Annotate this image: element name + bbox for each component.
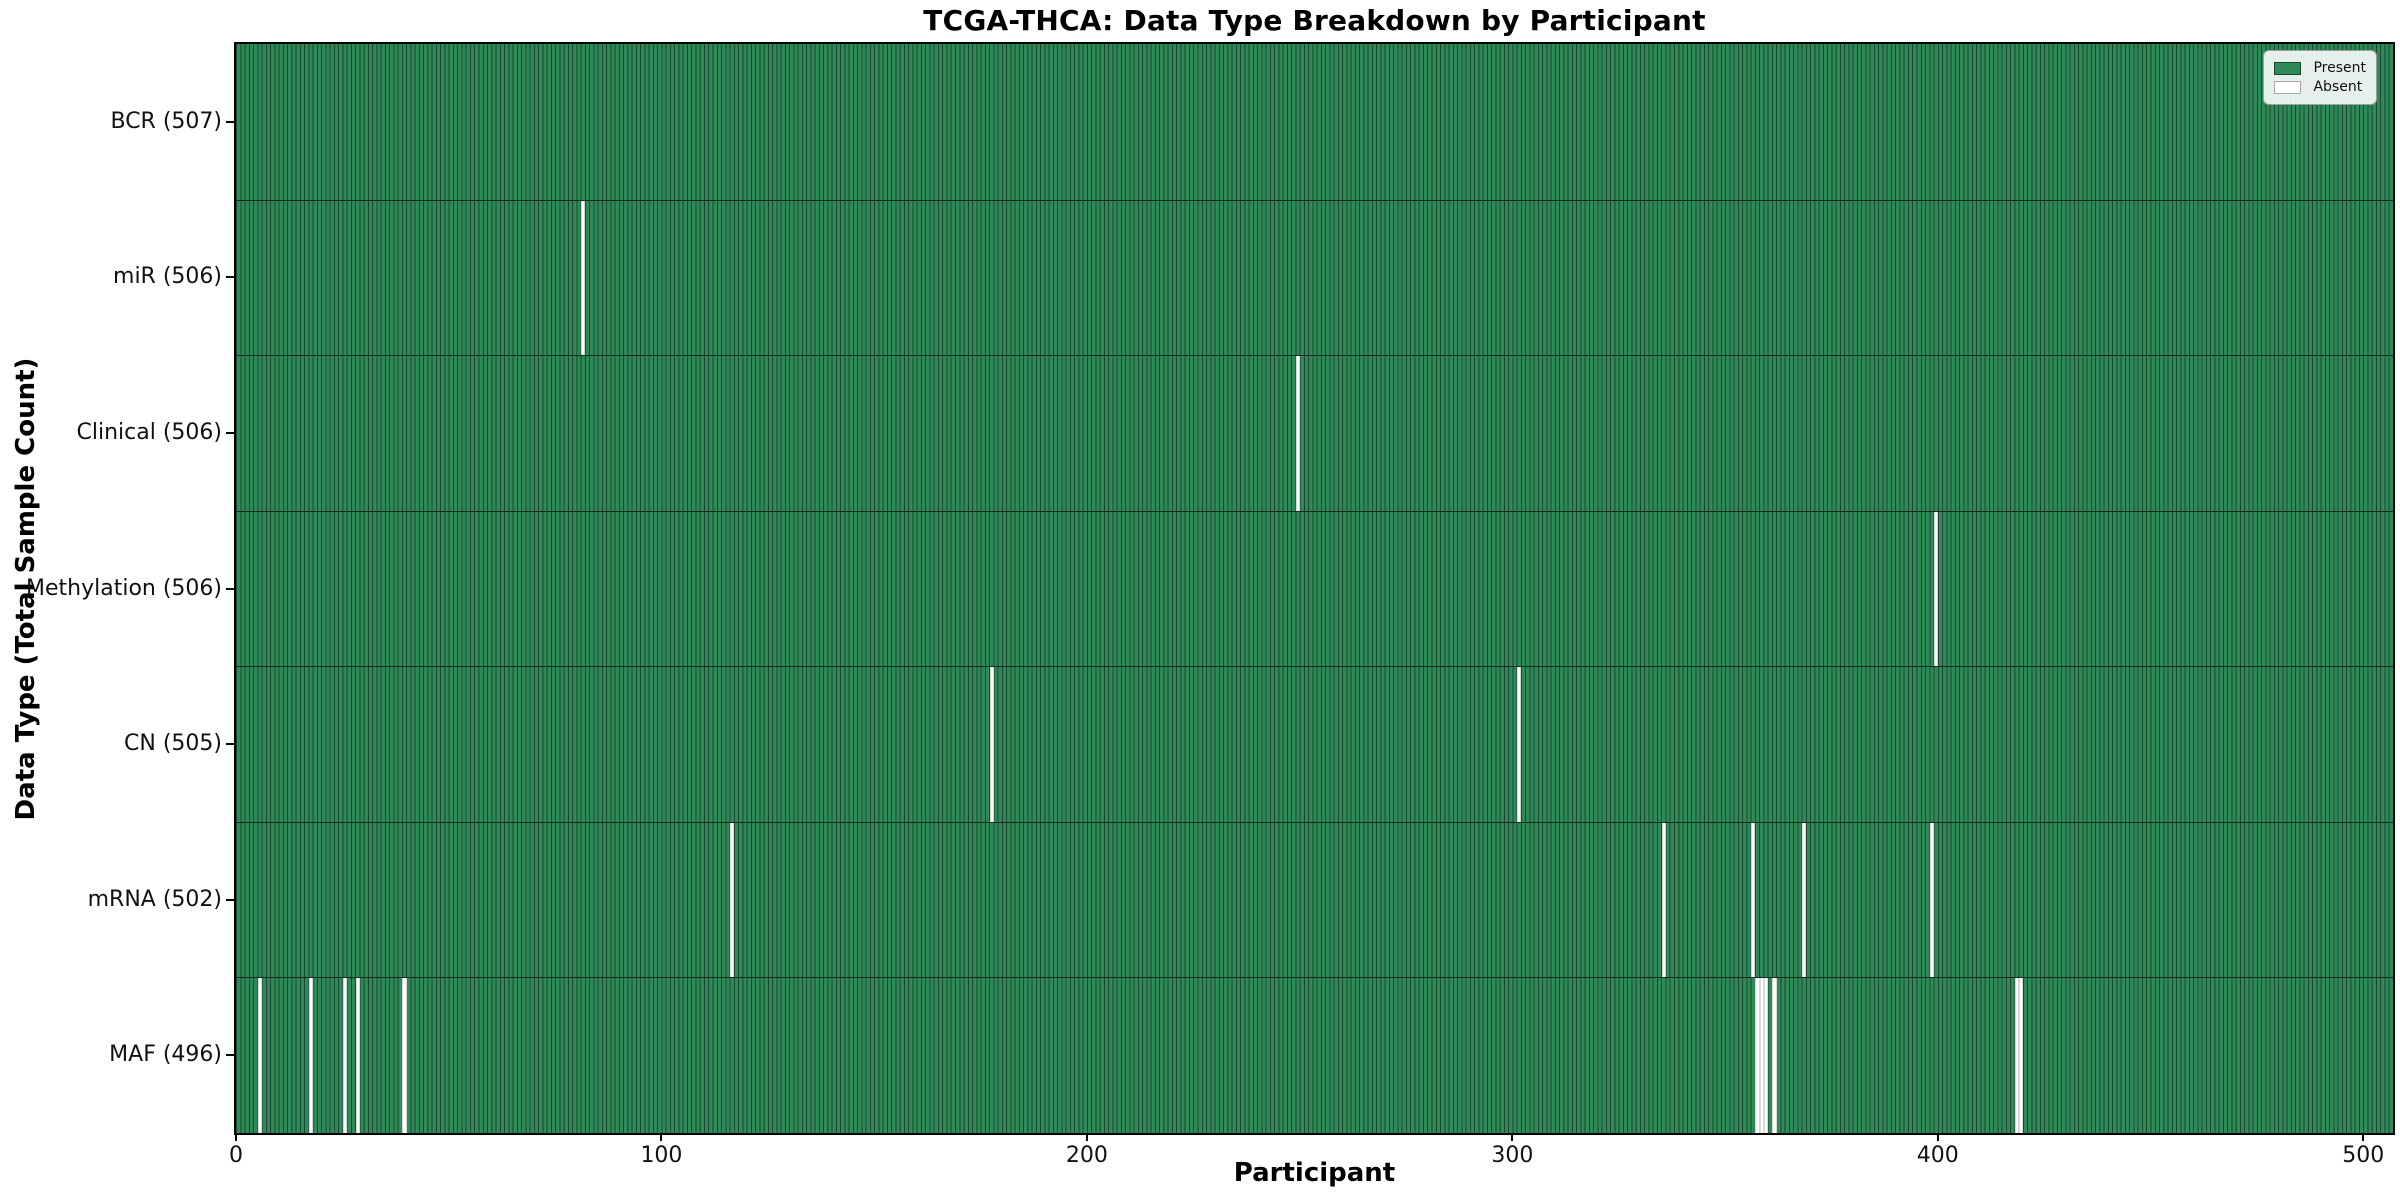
absent-gap (355, 978, 360, 1133)
x-tick-label: 300 (1491, 1143, 1534, 1168)
absent-gap (1802, 822, 1807, 978)
absent-gap (1755, 978, 1760, 1133)
absent-gap (2019, 978, 2024, 1133)
y-tick (226, 743, 234, 746)
y-tick (226, 431, 234, 434)
data-row (236, 44, 2393, 200)
data-row (236, 355, 2393, 511)
absent-gap (730, 822, 735, 978)
legend-present-swatch (2274, 61, 2302, 75)
data-row (236, 977, 2393, 1133)
absent-gap (2014, 978, 2020, 1133)
y-tick-label: BCR (507) (110, 108, 222, 134)
x-tick-label: 500 (2342, 1143, 2385, 1168)
absent-gap (989, 667, 994, 822)
x-tick (235, 1133, 237, 1141)
y-tick-label: mRNA (502) (87, 886, 222, 912)
x-tick-label: 100 (640, 1143, 683, 1168)
y-tick-label: Methylation (506) (26, 575, 222, 601)
absent-gap (1929, 822, 1935, 978)
y-tick-label: Clinical (506) (76, 419, 222, 445)
legend: Present Absent (2263, 50, 2377, 105)
absent-gap (257, 978, 263, 1133)
x-tick (660, 1133, 663, 1141)
absent-gap (342, 978, 348, 1133)
x-tick (1511, 1133, 1514, 1141)
y-tick-label: MAF (496) (109, 1042, 222, 1068)
x-tick-label: 200 (1065, 1143, 1108, 1168)
x-tick-label: 0 (229, 1143, 243, 1168)
x-tick-label: 400 (1916, 1143, 1959, 1168)
absent-gap (1751, 822, 1756, 978)
legend-present-label: Present (2313, 60, 2366, 76)
legend-absent-swatch (2274, 80, 2302, 94)
y-tick (226, 587, 234, 590)
x-tick (2362, 1133, 2365, 1141)
absent-gap (308, 978, 314, 1133)
absent-gap (1759, 978, 1764, 1133)
y-tick (226, 276, 234, 279)
data-row (236, 199, 2393, 356)
absent-gap (1934, 511, 1939, 667)
legend-absent-label: Absent (2313, 79, 2363, 95)
x-tick (1936, 1133, 1939, 1141)
plot-area: Present Absent (234, 42, 2395, 1135)
y-tick (226, 1054, 234, 1057)
data-row (236, 666, 2393, 822)
absent-gap (1661, 822, 1666, 978)
absent-gap (1763, 978, 1769, 1133)
absent-gap (1295, 356, 1301, 511)
y-tick-label: miR (506) (113, 264, 222, 290)
data-row (236, 821, 2393, 978)
absent-gap (1772, 978, 1777, 1133)
data-row (236, 510, 2393, 667)
y-tick (226, 120, 234, 123)
absent-gap (581, 200, 586, 356)
y-tick (226, 898, 234, 901)
absent-gap (1517, 667, 1522, 822)
y-tick-label: CN (505) (124, 731, 222, 757)
legend-entry-absent: Absent (2274, 79, 2366, 95)
x-axis-label: Participant (1233, 1158, 1396, 1188)
legend-entry-present: Present (2274, 60, 2366, 76)
absent-gap (402, 978, 407, 1133)
chart-title: TCGA-THCA: Data Type Breakdown by Partic… (923, 4, 1706, 37)
x-tick (1085, 1133, 1088, 1141)
